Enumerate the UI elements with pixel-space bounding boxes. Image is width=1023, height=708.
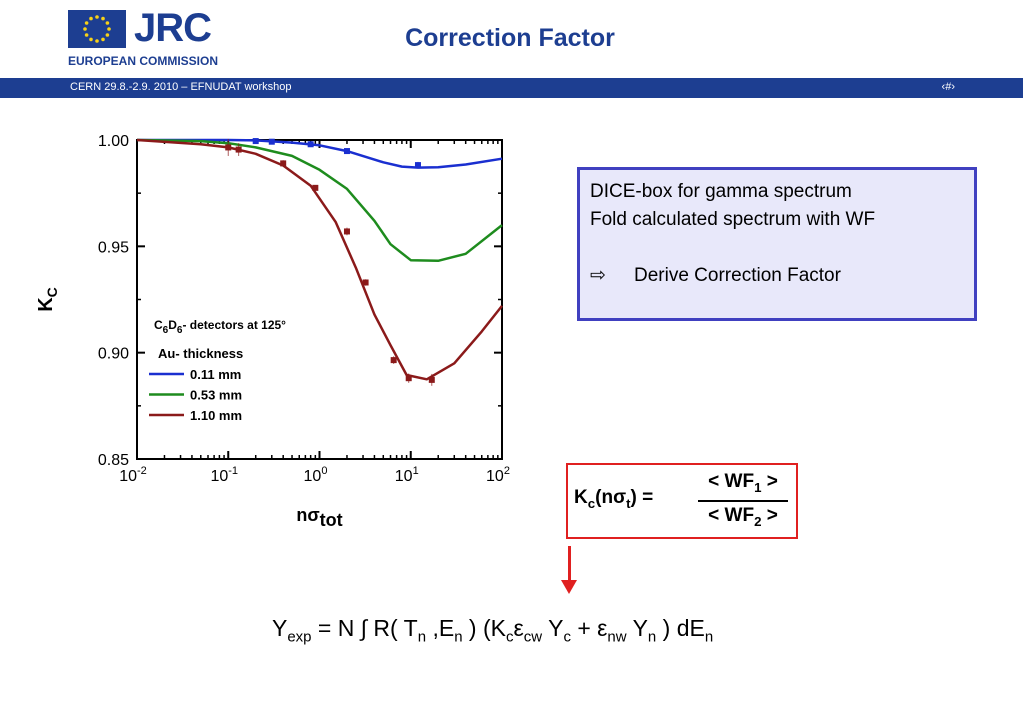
- wf2-open: < WF: [708, 505, 755, 526]
- kc-formula-lhs: Kc(nσt) =: [574, 487, 653, 511]
- kc-numerator: < WF1 >: [698, 471, 788, 495]
- kc-formula-box: Kc(nσt) = < WF1 > < WF2 >: [566, 463, 798, 539]
- data-point: [225, 144, 232, 151]
- kc-arg: (nσ: [595, 487, 627, 508]
- data-point: [343, 228, 350, 235]
- y-tick-label: 0.95: [98, 239, 129, 256]
- data-point: [312, 184, 319, 191]
- x-tick-label: 101: [395, 465, 419, 485]
- legend-label-0: 0.11 mm: [190, 367, 241, 382]
- y-tick-label: 0.85: [98, 452, 129, 469]
- wf1-close: >: [761, 471, 778, 492]
- kc-sub: c: [587, 495, 596, 511]
- data-point: [405, 375, 412, 382]
- x-tick-label: 10-1: [210, 465, 238, 485]
- dice-line-3: Derive Correction Factor: [634, 265, 841, 286]
- data-point: [343, 148, 350, 155]
- slide-title: Correction Factor: [405, 24, 615, 52]
- wf1-open: < WF: [708, 471, 755, 492]
- data-point: [307, 141, 314, 148]
- y-tick-label: 0.90: [98, 346, 129, 363]
- kc-denominator: < WF2 >: [698, 505, 788, 529]
- x-tick-label: 100: [304, 465, 328, 485]
- page-number: ‹#›: [941, 81, 955, 93]
- data-point: [268, 138, 275, 145]
- legend-label-2: 1.10 mm: [190, 408, 242, 423]
- x-axis-label: nσtot: [296, 505, 342, 530]
- y-tick-label: 1.00: [98, 133, 129, 150]
- wf2-sub: 2: [754, 513, 762, 529]
- y-axis-label: KC: [35, 287, 60, 312]
- data-point: [280, 160, 287, 167]
- event-label: CERN 29.8.-2.9. 2010 – EFNUDAT workshop: [70, 81, 292, 93]
- dice-line-3-row: ⇨ Derive Correction Factor: [590, 262, 964, 290]
- data-point: [235, 146, 242, 153]
- legend-title: Au- thickness: [158, 346, 243, 361]
- right-arrow-icon: ⇨: [590, 265, 606, 286]
- yield-equation: Yexp = N ∫ R( Tn ,En ) (Kcεcw Yc + εnw Y…: [272, 615, 714, 646]
- x-tick-label: 10-2: [119, 465, 147, 485]
- data-point: [428, 376, 435, 383]
- eu-stars-icon: [83, 15, 111, 43]
- chart-annotation: C6D6- detectors at 125°: [154, 318, 286, 336]
- european-commission-text: EUROPEAN COMMISSION: [68, 54, 219, 68]
- data-point: [390, 357, 397, 364]
- data-point: [252, 138, 259, 145]
- red-arrow-head-icon: [561, 580, 577, 594]
- kc-eq: ) =: [630, 487, 654, 508]
- red-arrow-icon: [568, 546, 571, 582]
- dice-line-2: Fold calculated spectrum with WF: [590, 209, 876, 230]
- data-point: [362, 279, 369, 286]
- jrc-logo-text: JRC: [134, 6, 212, 50]
- header-bar: CERN 29.8.-2.9. 2010 – EFNUDAT workshop …: [0, 78, 1023, 98]
- wf1-sub: 1: [754, 479, 762, 495]
- dice-line-1: DICE-box for gamma spectrum: [590, 181, 852, 202]
- fraction-line: [698, 500, 788, 502]
- dice-box-note: DICE-box for gamma spectrum Fold calcula…: [577, 167, 977, 321]
- kc-symbol: K: [574, 487, 588, 508]
- kc-t-sub: t: [626, 495, 631, 511]
- wf2-close: >: [761, 505, 778, 526]
- x-tick-label: 102: [486, 465, 510, 485]
- legend-label-1: 0.53 mm: [190, 388, 242, 403]
- eu-flag-logo: [68, 10, 126, 48]
- data-point: [414, 162, 421, 169]
